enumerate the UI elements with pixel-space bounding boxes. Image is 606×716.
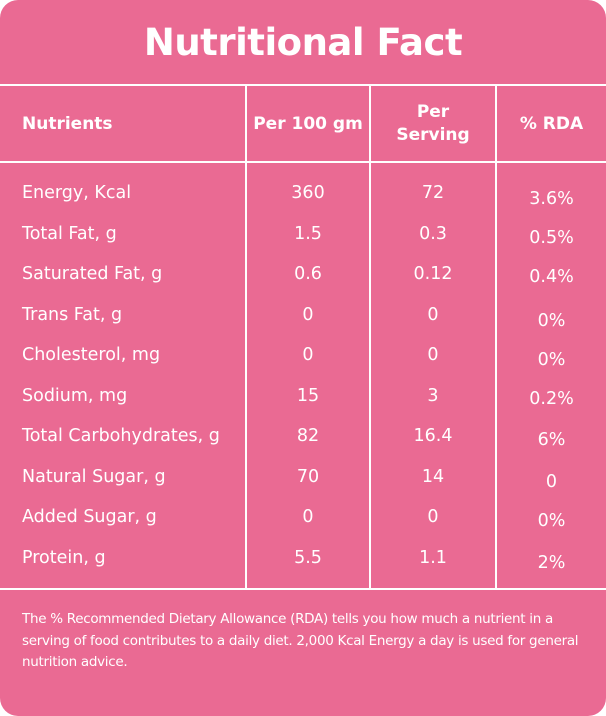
rda-value: 6%: [537, 430, 566, 450]
card-title: Nutritional Fact: [0, 0, 606, 86]
per-100gm-value: 0: [302, 304, 314, 325]
rda-value: 0%: [537, 350, 566, 370]
per-serving-value: 16.4: [413, 426, 453, 446]
nutrient-name: Added Sugar, g: [22, 507, 157, 527]
per-serving-value: 72: [421, 183, 445, 203]
per-100gm-value: 360: [291, 183, 325, 203]
per-serving-value: 1.1: [419, 547, 447, 568]
nutrient-name: Total Carbohydrates, g: [22, 426, 220, 446]
nutrient-name: Total Fat, g: [22, 223, 117, 244]
header-divider: [0, 161, 606, 163]
footer-divider: [0, 588, 606, 590]
column-divider-2: [369, 86, 371, 589]
per-100gm-value: 15: [296, 385, 320, 406]
nutrient-name: Trans Fat, g: [22, 304, 123, 325]
nutrient-name: Saturated Fat, g: [22, 264, 163, 284]
nutrient-name: Energy, Kcal: [22, 183, 132, 203]
header-rda: % RDA: [519, 113, 584, 134]
per-serving-value: 3: [427, 385, 439, 406]
per-serving-value: 0: [427, 507, 439, 527]
per-100gm-value: 0: [302, 507, 314, 527]
per-serving-value: 0.12: [413, 264, 453, 284]
column-divider-3: [495, 86, 497, 589]
per-100gm-value: 5.5: [294, 547, 322, 568]
rda-footnote: The % Recommended Dietary Allowance (RDA…: [22, 611, 579, 670]
per-serving-value: 14: [421, 466, 445, 487]
rda-value: 0: [545, 471, 558, 492]
per-100gm-value: 70: [296, 466, 320, 487]
rda-value: 0%: [537, 511, 566, 531]
header-per-serving: Per Serving: [396, 102, 470, 145]
rda-value: 0.5%: [529, 227, 574, 248]
rda-value: 0.2%: [529, 388, 574, 409]
per-100gm-value: 82: [296, 426, 320, 446]
rda-value: 0%: [537, 310, 566, 331]
per-100gm-value: 1.5: [294, 223, 322, 244]
nutrient-name: Sodium, mg: [22, 385, 128, 406]
per-serving-value: 0: [427, 304, 439, 325]
header-per-100gm: Per 100 gm: [253, 113, 363, 134]
per-100gm-value: 0.6: [294, 264, 322, 284]
nutrient-name: Natural Sugar, g: [22, 466, 166, 487]
rda-value: 0.4%: [529, 267, 574, 287]
column-divider-1: [245, 86, 247, 589]
rda-value: 3.6%: [529, 189, 574, 209]
rda-value: 2%: [537, 552, 566, 573]
nutrient-name: Protein, g: [22, 547, 106, 568]
per-100gm-value: 0: [302, 345, 314, 365]
header-nutrients: Nutrients: [22, 113, 113, 134]
nutrient-name: Cholesterol, mg: [22, 345, 161, 365]
per-serving-value: 0.3: [419, 223, 447, 244]
per-serving-value: 0: [427, 345, 439, 365]
